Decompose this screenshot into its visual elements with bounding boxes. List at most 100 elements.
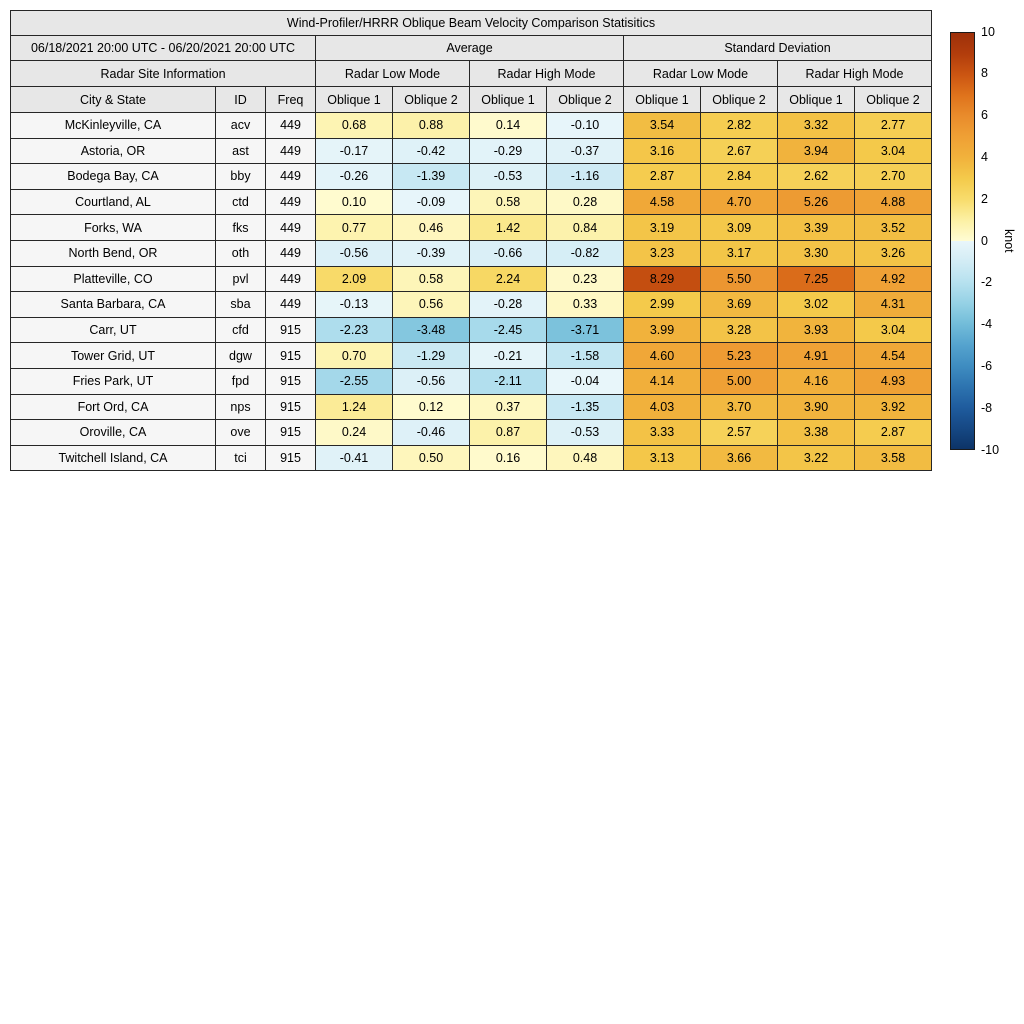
value-cell: 0.87 [469,419,547,446]
value-cell: 3.30 [777,239,855,267]
colorbar-tick-label: 2 [981,191,988,206]
mode-header-row: Radar Site Information Radar Low Mode Ra… [10,60,932,87]
value-cell: 0.84 [546,214,624,241]
table-row: Fort Ord, CA nps 915 1.24 0.12 0.37 -1.35 4.03 3… [10,393,932,421]
city-state-cell: North Bend, OR [10,239,216,267]
value-cell: -1.39 [392,163,470,190]
freq-cell: 915 [265,419,316,446]
value-cell: -0.09 [392,188,470,216]
value-cell: -1.16 [546,163,624,190]
city-state-cell: Fries Park, UT [10,367,216,395]
table-row: Oroville, CA ove 915 0.24 -0.46 0.87 -0.53 3.33… [10,419,932,446]
value-cell: -0.39 [392,239,470,267]
col-header-oblique1: Oblique 1 [469,86,547,113]
group-std-header: Standard Deviation [623,35,932,61]
value-cell: 3.32 [777,112,855,139]
value-cell: 0.77 [315,214,393,241]
group-header-row: 06/18/2021 20:00 UTC - 06/20/2021 20:00 … [10,35,932,61]
value-cell: 3.39 [777,214,855,241]
site-id-cell: nps [215,393,266,421]
value-cell: 0.58 [469,188,547,216]
colorbar-tick-label: -6 [981,358,993,373]
value-cell: -1.35 [546,393,624,421]
value-cell: 3.69 [700,291,778,318]
site-id-cell: ctd [215,188,266,216]
site-id-cell: ove [215,419,266,446]
value-cell: 3.93 [777,316,855,344]
value-cell: -2.23 [315,316,393,344]
value-cell: 4.31 [854,291,932,318]
value-cell: 3.94 [777,137,855,165]
freq-cell: 449 [265,188,316,216]
colorbar-tick-label: -2 [981,275,993,290]
city-state-cell: Forks, WA [10,214,216,241]
freq-cell: 449 [265,291,316,318]
value-cell: 3.66 [700,444,778,472]
value-cell: 3.19 [623,214,701,241]
value-cell: 0.46 [392,214,470,241]
col-header-oblique1: Oblique 1 [623,86,701,113]
value-cell: 2.57 [700,419,778,446]
value-cell: 4.03 [623,393,701,421]
value-cell: 2.09 [315,265,393,293]
value-cell: 3.52 [854,214,932,241]
value-cell: 3.99 [623,316,701,344]
city-state-cell: Fort Ord, CA [10,393,216,421]
value-cell: 3.58 [854,444,932,472]
value-cell: 3.09 [700,214,778,241]
table-row: Fries Park, UT fpd 915 -2.55 -0.56 -2.11 -0.04… [10,367,932,395]
col-header-oblique1: Oblique 1 [777,86,855,113]
value-cell: 0.56 [392,291,470,318]
freq-cell: 915 [265,367,316,395]
value-cell: -0.56 [392,367,470,395]
value-cell: 4.14 [623,367,701,395]
value-cell: -0.66 [469,239,547,267]
value-cell: -0.17 [315,137,393,165]
table-row: Forks, WA fks 449 0.77 0.46 1.42 0.84 3.19 3.09 3… [10,214,932,241]
title-row: Wind-Profiler/HRRR Oblique Beam Velocity… [10,10,932,36]
site-id-cell: pvl [215,265,266,293]
value-cell: -1.58 [546,342,624,369]
value-cell: -0.28 [469,291,547,318]
colorbar-label-wrap: knot [1002,32,1016,450]
site-id-cell: ast [215,137,266,165]
value-cell: 5.23 [700,342,778,369]
value-cell: -0.37 [546,137,624,165]
value-cell: -0.53 [469,163,547,190]
col-header-city-state: City & State [10,86,216,113]
value-cell: 2.24 [469,265,547,293]
colorbar-tick-label: 0 [981,233,988,248]
city-state-cell: Astoria, OR [10,137,216,165]
col-header-freq: Freq [265,86,316,113]
value-cell: 5.00 [700,367,778,395]
value-cell: 2.84 [700,163,778,190]
avg-high-mode-header: Radar High Mode [469,60,624,87]
value-cell: 2.67 [700,137,778,165]
value-cell: 0.37 [469,393,547,421]
col-header-id: ID [215,86,266,113]
value-cell: 3.92 [854,393,932,421]
freq-cell: 449 [265,112,316,139]
city-state-cell: Courtland, AL [10,188,216,216]
value-cell: 2.70 [854,163,932,190]
table-row: Santa Barbara, CA sba 449 -0.13 0.56 -0.28 0.3… [10,291,932,318]
value-cell: 3.28 [700,316,778,344]
col-header-oblique2: Oblique 2 [546,86,624,113]
value-cell: -0.53 [546,419,624,446]
std-high-mode-header: Radar High Mode [777,60,932,87]
value-cell: 0.48 [546,444,624,472]
value-cell: 0.33 [546,291,624,318]
value-cell: 0.12 [392,393,470,421]
value-cell: 4.54 [854,342,932,369]
stats-table: Wind-Profiler/HRRR Oblique Beam Velocity… [10,10,932,472]
colorbar-tick-label: -4 [981,317,993,332]
value-cell: -1.29 [392,342,470,369]
table-row: McKinleyville, CA acv 449 0.68 0.88 0.14 -0.10… [10,112,932,139]
std-low-mode-header: Radar Low Mode [623,60,778,87]
table-row: Tower Grid, UT dgw 915 0.70 -1.29 -0.21 -1.58 4… [10,342,932,369]
table-row: Bodega Bay, CA bby 449 -0.26 -1.39 -0.53 -1.16… [10,163,932,190]
value-cell: -3.71 [546,316,624,344]
value-cell: -0.21 [469,342,547,369]
value-cell: 3.04 [854,316,932,344]
